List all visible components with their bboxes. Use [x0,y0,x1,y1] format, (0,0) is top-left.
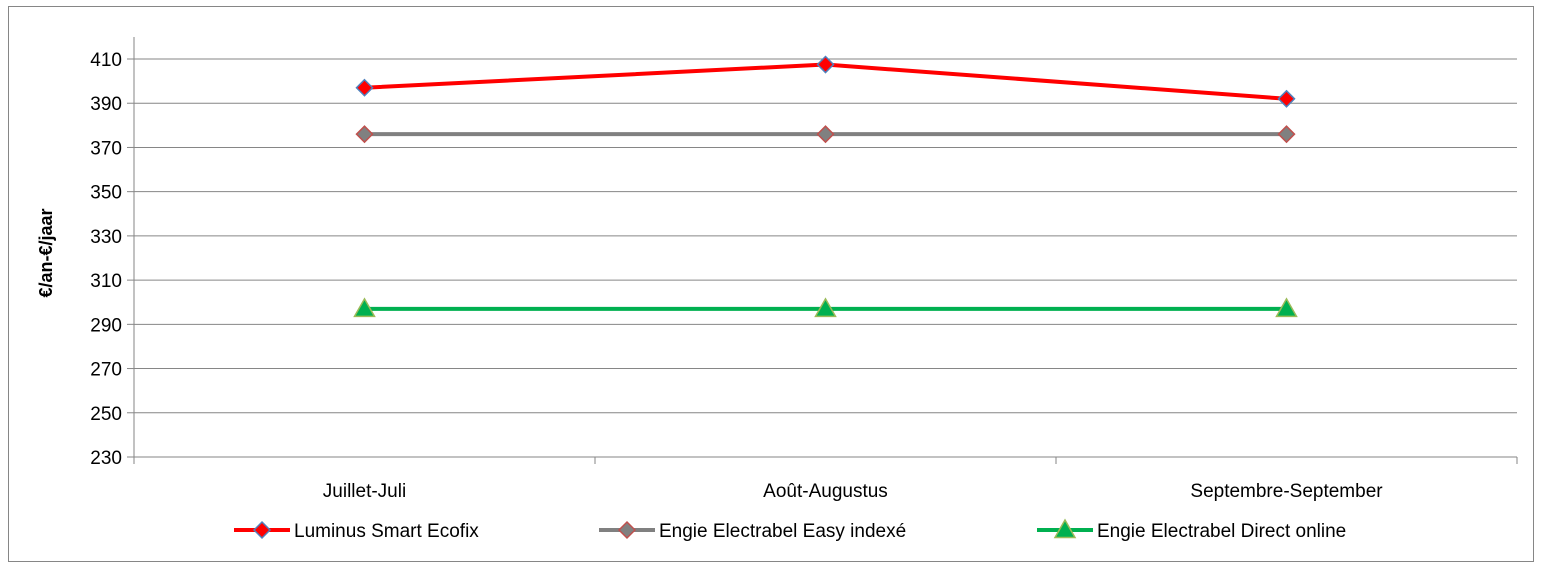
y-tick-label-230: 230 [90,448,122,469]
y-axis-label: €/an-€/jaar [36,208,56,297]
y-tick-label-250: 250 [90,404,122,425]
legend-marker-0 [252,520,272,540]
legend: Luminus Smart Ecofix Engie Electrabel Eas… [234,518,1346,542]
point-2-2 [1275,297,1298,318]
point-2-0 [353,297,376,318]
y-tick-label-390: 390 [90,94,122,115]
legend-label-2: Engie Electrabel Direct online [1097,521,1346,542]
y-tick-label-290: 290 [90,315,122,336]
point-1-1 [816,125,835,144]
x-tick-label-1: Août-Augustus [763,481,888,502]
axes [127,37,1518,464]
chart-frame: 230 250 270 290 310 330 350 370 390 410 Juillet-J… [8,6,1534,562]
y-tick-labels: 230 250 270 290 310 330 350 370 390 410 [90,50,122,469]
x-tick-labels: Juillet-Juli Août-Augustus Septembre-Septe… [323,481,1383,502]
series-lines [364,62,1287,311]
y-tick-label-310: 310 [90,271,122,292]
point-2-1 [814,297,837,318]
y-tick-label-270: 270 [90,360,122,381]
y-tick-label-330: 330 [90,227,122,248]
legend-label-1: Engie Electrabel Easy indexé [659,521,906,542]
y-tick-label-370: 370 [90,138,122,159]
series-markers [353,55,1298,318]
gridlines [134,58,1517,414]
point-0-2 [1277,89,1296,108]
y-tick-label-410: 410 [90,50,122,71]
line-chart: 230 250 270 290 310 330 350 370 390 410 Juillet-J… [36,37,1518,542]
point-0-0 [355,78,374,97]
legend-marker-2 [1053,518,1077,539]
point-1-2 [1277,125,1296,144]
x-tick-label-2: Septembre-September [1190,481,1383,502]
y-tick-label-350: 350 [90,183,122,204]
x-tick-label-0: Juillet-Juli [323,481,406,502]
point-0-1 [816,55,835,74]
legend-marker-1 [617,520,637,540]
legend-label-0: Luminus Smart Ecofix [294,521,479,542]
point-1-0 [355,125,374,144]
